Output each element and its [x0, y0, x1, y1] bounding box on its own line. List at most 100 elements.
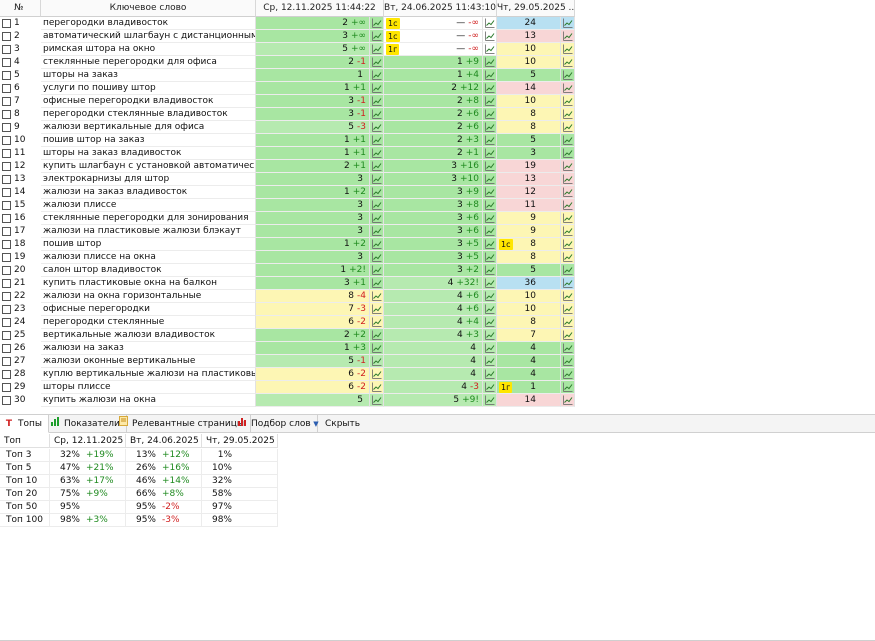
table-row[interactable]: 19 жалюзи плиссе на окна 3 3 +5 8 — [0, 251, 575, 264]
chart-icon[interactable] — [483, 381, 497, 394]
table-row[interactable]: 10 пошив штор на заказ 1 +1 2 +3 5 — [0, 134, 575, 147]
chart-icon[interactable] — [561, 173, 575, 186]
chart-icon[interactable] — [370, 160, 384, 173]
keyword-cell[interactable]: жалюзи на окна горизонтальные — [41, 290, 256, 303]
row-checkbox[interactable] — [2, 97, 11, 106]
row-checkbox[interactable] — [2, 84, 11, 93]
chart-icon[interactable] — [561, 238, 575, 251]
chart-icon[interactable] — [483, 368, 497, 381]
chart-icon[interactable] — [370, 121, 384, 134]
row-checkbox[interactable] — [2, 214, 11, 223]
row-checkbox[interactable] — [2, 201, 11, 210]
chart-icon[interactable] — [561, 69, 575, 82]
chart-icon[interactable] — [561, 316, 575, 329]
chart-icon[interactable] — [561, 82, 575, 95]
chart-icon[interactable] — [561, 160, 575, 173]
chart-icon[interactable] — [370, 17, 384, 30]
chart-icon[interactable] — [483, 82, 497, 95]
row-checkbox[interactable] — [2, 123, 11, 132]
chart-icon[interactable] — [561, 134, 575, 147]
row-checkbox[interactable] — [2, 253, 11, 262]
chart-icon[interactable] — [561, 225, 575, 238]
chart-icon[interactable] — [483, 251, 497, 264]
chart-icon[interactable] — [483, 186, 497, 199]
table-row[interactable]: 23 офисные перегородки 7 -3 4 +6 10 — [0, 303, 575, 316]
chart-icon[interactable] — [370, 381, 384, 394]
chart-icon[interactable] — [483, 225, 497, 238]
row-checkbox[interactable] — [2, 279, 11, 288]
row-checkbox[interactable] — [2, 110, 11, 119]
keyword-cell[interactable]: купить шлагбаун с установкой автоматичес… — [41, 160, 256, 173]
chart-icon[interactable] — [483, 290, 497, 303]
header-date-1[interactable]: Ср, 12.11.2025 11:44:22 — [256, 0, 384, 17]
chart-icon[interactable] — [483, 95, 497, 108]
table-row[interactable]: 17 жалюзи на пластиковые жалюзи блэкаут 3 3… — [0, 225, 575, 238]
row-checkbox[interactable] — [2, 45, 11, 54]
row-checkbox[interactable] — [2, 136, 11, 145]
chart-icon[interactable] — [561, 394, 575, 407]
row-checkbox[interactable] — [2, 370, 11, 379]
row-checkbox[interactable] — [2, 305, 11, 314]
table-row[interactable]: 26 жалюзи на заказ 1 +3 4 4 — [0, 342, 575, 355]
chart-icon[interactable] — [483, 394, 497, 407]
chart-icon[interactable] — [561, 290, 575, 303]
tab-tops[interactable]: T Топы — [0, 415, 49, 433]
chart-icon[interactable] — [561, 56, 575, 69]
row-checkbox[interactable] — [2, 71, 11, 80]
table-row[interactable]: 8 перегородки стеклянные владивосток 3 -1 2 +… — [0, 108, 575, 121]
row-checkbox[interactable] — [2, 188, 11, 197]
chart-icon[interactable] — [561, 212, 575, 225]
chart-icon[interactable] — [370, 303, 384, 316]
chart-icon[interactable] — [370, 212, 384, 225]
table-row[interactable]: 28 куплю вертикальные жалюзи на пластиков… — [0, 368, 575, 381]
table-row[interactable]: 27 жалюзи оконные вертикальные 5 -1 4 4 — [0, 355, 575, 368]
chart-icon[interactable] — [370, 108, 384, 121]
row-checkbox[interactable] — [2, 227, 11, 236]
chart-icon[interactable] — [483, 134, 497, 147]
keyword-cell[interactable]: офисные перегородки владивосток — [41, 95, 256, 108]
table-row[interactable]: 11 шторы на заказ владивосток 1 +1 2 +1 3 — [0, 147, 575, 160]
chart-icon[interactable] — [370, 342, 384, 355]
chart-icon[interactable] — [561, 368, 575, 381]
table-row[interactable]: 24 перегородки стеклянные 6 -2 4 +4 8 — [0, 316, 575, 329]
keyword-cell[interactable]: шторы на заказ — [41, 69, 256, 82]
chart-icon[interactable] — [370, 199, 384, 212]
chart-icon[interactable] — [370, 238, 384, 251]
chart-icon[interactable] — [370, 147, 384, 160]
keyword-cell[interactable]: услуги по пошиву штор — [41, 82, 256, 95]
keyword-cell[interactable]: жалюзи на заказ владивосток — [41, 186, 256, 199]
keyword-cell[interactable]: пошив штор на заказ — [41, 134, 256, 147]
chart-icon[interactable] — [483, 43, 497, 56]
chart-icon[interactable] — [370, 264, 384, 277]
chart-icon[interactable] — [561, 264, 575, 277]
chart-icon[interactable] — [561, 199, 575, 212]
keyword-cell[interactable]: перегородки стеклянные — [41, 316, 256, 329]
chart-icon[interactable] — [483, 199, 497, 212]
keyword-cell[interactable]: шторы на заказ владивосток — [41, 147, 256, 160]
chart-icon[interactable] — [483, 277, 497, 290]
chart-icon[interactable] — [370, 95, 384, 108]
table-row[interactable]: 5 шторы на заказ 1 1 +4 5 — [0, 69, 575, 82]
chart-icon[interactable] — [483, 238, 497, 251]
header-keyword[interactable]: Ключевое слово — [41, 0, 256, 17]
chart-icon[interactable] — [561, 342, 575, 355]
table-row[interactable]: 13 электрокарнизы для штор 3 3 +10 13 — [0, 173, 575, 186]
chart-icon[interactable] — [370, 368, 384, 381]
chart-icon[interactable] — [370, 329, 384, 342]
keyword-cell[interactable]: пошив штор — [41, 238, 256, 251]
keyword-cell[interactable]: жалюзи оконные вертикальные — [41, 355, 256, 368]
row-checkbox[interactable] — [2, 383, 11, 392]
chart-icon[interactable] — [370, 290, 384, 303]
keyword-cell[interactable]: перегородки стеклянные владивосток — [41, 108, 256, 121]
keyword-cell[interactable]: стеклянные перегородки для зонирования — [41, 212, 256, 225]
keyword-cell[interactable]: жалюзи плиссе — [41, 199, 256, 212]
row-checkbox[interactable] — [2, 240, 11, 249]
header-date-2[interactable]: Вт, 24.06.2025 11:43:10 — [384, 0, 497, 17]
keyword-cell[interactable]: автоматический шлагбаун с дистанционным … — [41, 30, 256, 43]
chart-icon[interactable] — [483, 108, 497, 121]
chart-icon[interactable] — [483, 342, 497, 355]
chart-icon[interactable] — [561, 251, 575, 264]
keyword-cell[interactable]: жалюзи плиссе на окна — [41, 251, 256, 264]
row-checkbox[interactable] — [2, 357, 11, 366]
chart-icon[interactable] — [483, 30, 497, 43]
